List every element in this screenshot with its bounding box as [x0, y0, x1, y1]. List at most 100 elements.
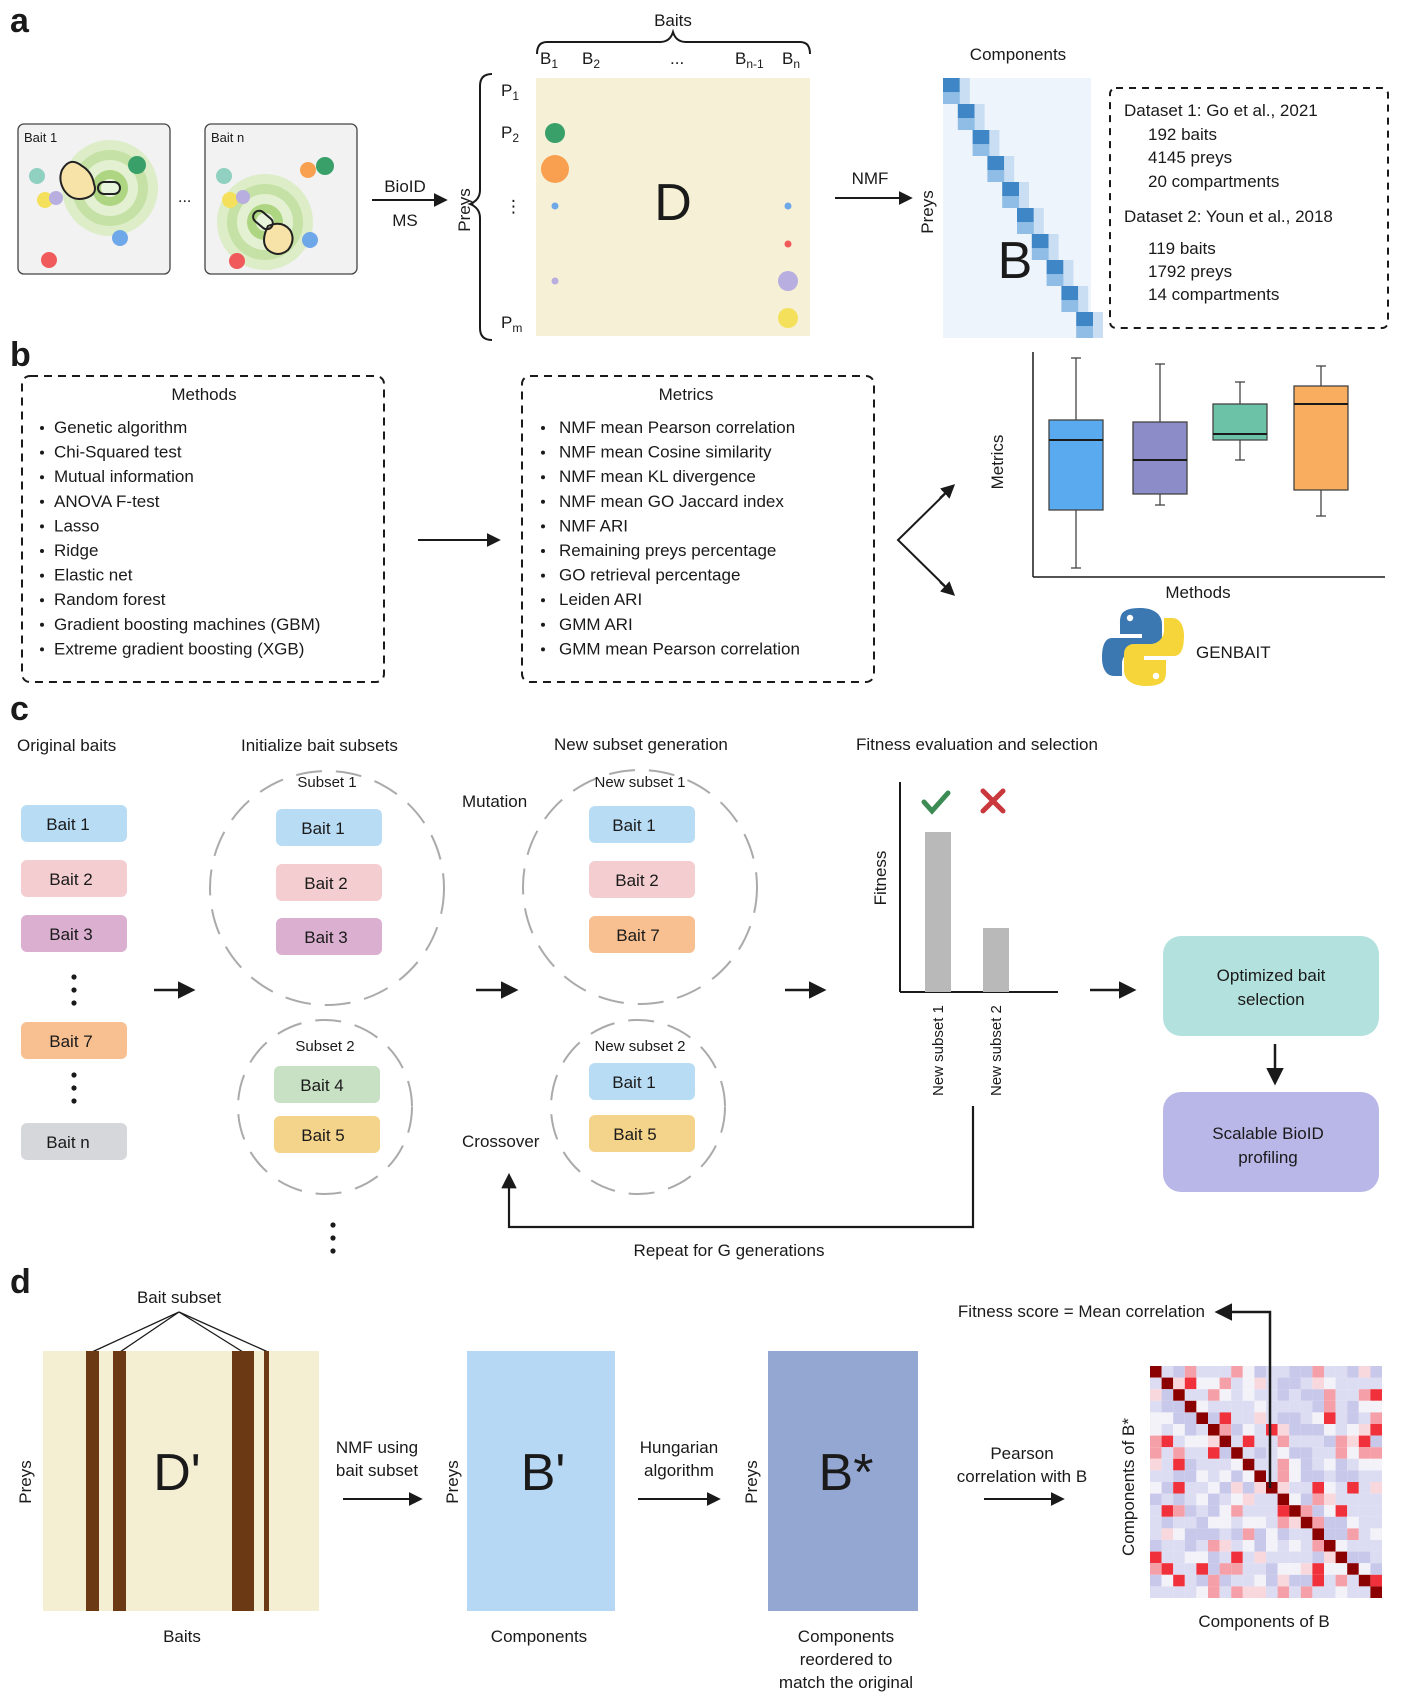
dataset-2-preys: 1792 preys [1148, 262, 1232, 281]
heatmap-cell [1150, 1424, 1162, 1436]
heatmap-cell [1266, 1493, 1278, 1506]
optimized-line-2: selection [1237, 990, 1304, 1009]
heatmap-cell [1208, 1458, 1220, 1471]
method-item: Gradient boosting machines (GBM) [54, 615, 320, 634]
heatmap-cell [1347, 1447, 1359, 1459]
heatmap-cell [1358, 1551, 1371, 1564]
heatmap-cell [1300, 1482, 1313, 1494]
metric-item: GO retrieval percentage [559, 566, 740, 585]
correlation-heatmap [1150, 1366, 1382, 1598]
heatmap-cell [1277, 1447, 1290, 1459]
baits-label-d: Baits [163, 1627, 201, 1646]
bullet [40, 450, 44, 455]
heatmap-cell [1335, 1470, 1348, 1482]
heatmap-cell [1208, 1412, 1220, 1424]
heatmap-cell [1196, 1482, 1208, 1494]
heatmap-cell [1196, 1551, 1208, 1564]
heatmap-cell [1312, 1563, 1324, 1575]
heatmap-cell [1184, 1447, 1197, 1459]
heatmap-cell [1312, 1516, 1324, 1529]
heatmap-cell [1312, 1540, 1324, 1552]
optimized-box [1163, 936, 1379, 1036]
heatmap-cell [1242, 1366, 1255, 1378]
matrix-dot [541, 155, 569, 183]
matrix-dot [784, 202, 792, 210]
optimized-line-1: Optimized bait [1217, 966, 1326, 985]
ms-label: MS [392, 211, 418, 230]
heatmap-cell [1358, 1586, 1371, 1598]
heatmap-cell [1150, 1540, 1162, 1552]
heatmap-cell [1254, 1551, 1266, 1564]
heatmap-cell [1161, 1563, 1174, 1575]
preys-label-b: Preys [918, 190, 937, 233]
matrix-dot [778, 308, 798, 328]
heatmap-cell [1370, 1412, 1382, 1424]
heatmap-cell [1324, 1493, 1336, 1506]
heatmap-cell [1150, 1377, 1162, 1390]
components-label: Components [970, 45, 1066, 64]
bait-col-2: B2 [582, 49, 600, 71]
heatmap-cell [1161, 1528, 1174, 1540]
heatmap-cell [1173, 1447, 1185, 1459]
heatmap-cell [1370, 1377, 1382, 1390]
orig-bait-chip [21, 915, 127, 952]
heatmap-cell [1196, 1493, 1208, 1506]
bullet [40, 647, 44, 652]
bioid-label: BioID [384, 177, 426, 196]
heatmap-cell [1254, 1424, 1266, 1436]
subset-1-group: Subset 1 Bait 1 Bait 2 Bait 3 [209, 770, 445, 1006]
heatmap-cell [1173, 1586, 1185, 1598]
heatmap-cell [1208, 1540, 1220, 1552]
heatmap-cell [1208, 1482, 1220, 1494]
heatmap-cell [1358, 1470, 1371, 1482]
b-block-offdiag [974, 104, 985, 130]
heatmap-cell [1324, 1377, 1336, 1390]
heatmap-cell [1347, 1435, 1359, 1448]
repeat-label: Repeat for G generations [634, 1241, 825, 1260]
heatmap-cell [1231, 1482, 1243, 1494]
heatmap-cell [1231, 1574, 1243, 1587]
heatmap-cell [1312, 1424, 1324, 1436]
heatmap-cell [1219, 1574, 1232, 1587]
heatmap-cell [1208, 1516, 1220, 1529]
heatmap-cell [1196, 1412, 1208, 1424]
heatmap-cell [1150, 1551, 1162, 1564]
b-block-fade [1076, 326, 1097, 338]
heatmap-cell [1184, 1435, 1197, 1448]
heatmap-cell [1150, 1458, 1162, 1471]
heatmap-cell [1266, 1505, 1278, 1517]
b-block-offdiag [1078, 286, 1089, 312]
heatmap-cell [1150, 1505, 1162, 1517]
heatmap-cell [1277, 1586, 1290, 1598]
heatmap-cell [1277, 1424, 1290, 1436]
matrix-b-diagonal [943, 78, 1103, 338]
heatmap-cell [1161, 1551, 1174, 1564]
heatmap-cell [1196, 1505, 1208, 1517]
b-block-offdiag [1033, 208, 1044, 234]
heatmap-cell [1324, 1435, 1336, 1448]
heatmap-cell [1254, 1574, 1266, 1587]
heatmap-cell [1231, 1400, 1243, 1413]
heatmap-cell [1208, 1574, 1220, 1587]
heatmap-cell [1184, 1505, 1197, 1517]
heatmap-cell [1335, 1447, 1348, 1459]
b-block [1061, 286, 1079, 301]
new-subset-bait-chip [589, 1115, 695, 1152]
software-name: GENBAIT [1196, 643, 1271, 662]
heatmap-cell [1196, 1458, 1208, 1471]
baitn-label: Bait n [211, 130, 244, 145]
heatmap-cell [1335, 1516, 1348, 1529]
preys-label-d3: Preys [742, 1460, 761, 1503]
heatmap-cell [1300, 1493, 1313, 1506]
heatmap-cell [1266, 1412, 1278, 1424]
b-block-fade [1061, 300, 1083, 312]
heatmap-cell [1173, 1493, 1185, 1506]
heatmap-cell [1231, 1458, 1243, 1471]
heatmap-cell [1370, 1528, 1382, 1540]
heatmap-cell [1324, 1412, 1336, 1424]
heatmap-cell [1358, 1424, 1371, 1436]
heatmap-cell [1219, 1516, 1232, 1529]
heatmap-cell [1277, 1516, 1290, 1529]
subset-bait-label: Bait 3 [304, 928, 347, 947]
heatmap-cell [1370, 1505, 1382, 1517]
